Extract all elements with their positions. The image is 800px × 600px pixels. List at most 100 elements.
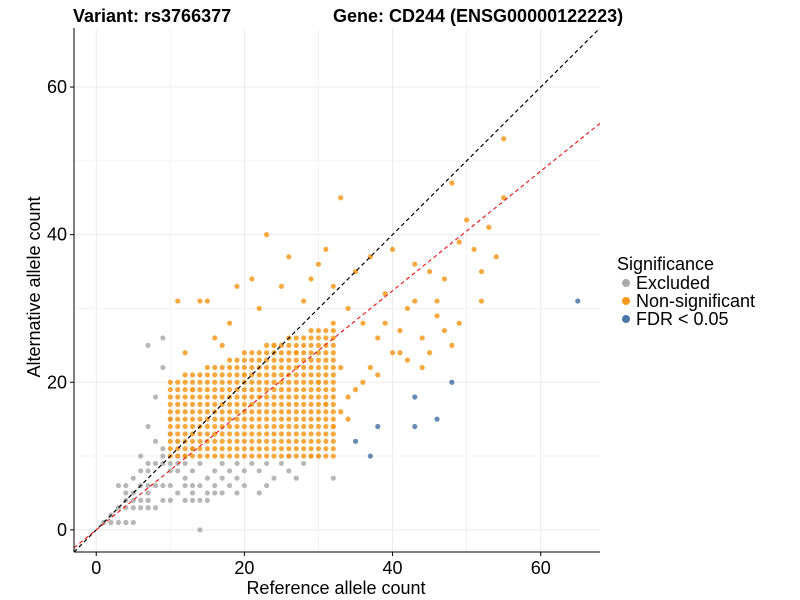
point-non-significant [308, 350, 314, 356]
point-excluded [130, 505, 136, 511]
point-non-significant [315, 335, 322, 341]
point-fdr [412, 394, 418, 400]
point-excluded [301, 460, 307, 467]
point-non-significant [167, 409, 173, 415]
point-non-significant [293, 416, 299, 422]
point-non-significant [249, 394, 255, 400]
point-non-significant [241, 431, 247, 437]
point-non-significant [175, 453, 181, 459]
point-non-significant [256, 438, 262, 444]
point-non-significant [182, 416, 188, 422]
point-non-significant [471, 246, 477, 253]
point-non-significant [308, 364, 314, 371]
point-non-significant [234, 446, 240, 452]
point-non-significant [212, 401, 218, 407]
point-non-significant [167, 431, 173, 437]
point-excluded [182, 482, 188, 489]
point-excluded [152, 394, 159, 400]
point-non-significant [308, 416, 314, 422]
point-non-significant [234, 364, 240, 371]
point-non-significant [241, 394, 247, 400]
point-non-significant [486, 224, 492, 230]
point-non-significant [249, 416, 255, 422]
point-non-significant [197, 372, 203, 378]
point-non-significant [264, 423, 270, 430]
point-non-significant [330, 320, 336, 326]
point-non-significant [293, 357, 299, 363]
point-non-significant [293, 387, 299, 393]
point-non-significant [293, 379, 299, 385]
point-non-significant [167, 438, 173, 444]
point-non-significant [293, 409, 299, 415]
point-excluded [130, 519, 136, 526]
point-excluded [160, 453, 166, 459]
point-non-significant [323, 372, 329, 378]
point-excluded [160, 482, 166, 489]
point-non-significant [241, 401, 247, 407]
point-excluded [182, 460, 188, 467]
point-non-significant [182, 446, 188, 452]
point-non-significant [338, 364, 344, 371]
point-non-significant [167, 387, 173, 393]
point-non-significant [204, 387, 210, 393]
point-non-significant [249, 357, 255, 363]
point-non-significant [419, 364, 425, 371]
point-excluded [226, 482, 233, 489]
point-non-significant [249, 446, 255, 452]
point-fdr [575, 298, 581, 304]
point-non-significant [271, 372, 277, 378]
point-non-significant [286, 423, 292, 430]
point-non-significant [234, 283, 240, 289]
point-non-significant [182, 394, 188, 400]
point-non-significant [315, 357, 322, 363]
point-non-significant [249, 387, 255, 393]
point-non-significant [360, 379, 366, 385]
point-non-significant [264, 453, 270, 459]
point-non-significant [182, 379, 188, 385]
point-non-significant [249, 438, 255, 444]
point-excluded [145, 468, 151, 474]
point-non-significant [249, 276, 255, 282]
point-excluded [286, 468, 292, 474]
point-non-significant [286, 409, 292, 415]
point-fdr [375, 423, 381, 430]
point-non-significant [293, 342, 299, 348]
point-non-significant [286, 350, 292, 356]
point-non-significant [175, 298, 181, 304]
point-non-significant [226, 409, 233, 415]
point-non-significant [182, 453, 188, 459]
point-non-significant [293, 446, 299, 452]
point-non-significant [256, 394, 262, 400]
point-non-significant [197, 446, 203, 452]
point-non-significant [315, 342, 322, 348]
gene-title: Gene: CD244 (ENSG00000122223) [333, 6, 623, 26]
point-non-significant [315, 401, 322, 407]
point-non-significant [501, 195, 507, 201]
point-non-significant [234, 379, 240, 385]
point-non-significant [271, 357, 277, 363]
point-non-significant [189, 387, 196, 393]
point-non-significant [189, 409, 196, 415]
point-non-significant [286, 254, 292, 260]
point-non-significant [212, 423, 218, 430]
point-non-significant [301, 423, 307, 430]
point-non-significant [293, 364, 299, 371]
point-fdr [352, 438, 359, 444]
point-non-significant [234, 409, 240, 415]
point-non-significant [301, 416, 307, 422]
point-non-significant [219, 387, 225, 393]
point-non-significant [338, 195, 344, 201]
point-non-significant [367, 364, 373, 371]
point-excluded [219, 475, 225, 481]
point-excluded [145, 497, 151, 503]
point-excluded [212, 482, 218, 489]
point-non-significant [308, 438, 314, 444]
point-excluded [145, 423, 151, 430]
point-non-significant [493, 254, 499, 260]
point-non-significant [293, 335, 299, 341]
point-excluded [123, 482, 129, 489]
point-non-significant [301, 342, 307, 348]
point-non-significant [189, 401, 196, 407]
point-non-significant [197, 394, 203, 400]
point-non-significant [323, 401, 329, 407]
